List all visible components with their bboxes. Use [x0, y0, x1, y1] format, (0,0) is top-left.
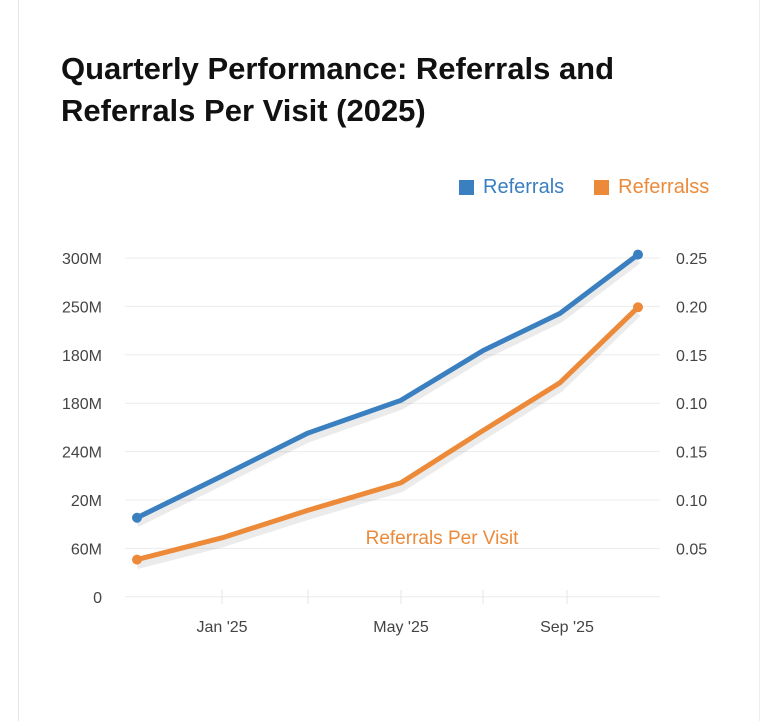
data-point [132, 512, 142, 523]
legend-item-referrals[interactable]: Referrals [459, 176, 564, 199]
right-tick-label: 0.20 [676, 299, 707, 316]
right-tick-label: 0.25 [676, 251, 707, 268]
left-tick-label: 0 [93, 590, 102, 607]
legend-label: Referrals [483, 176, 565, 198]
left-tick-label: 20M [71, 493, 102, 510]
legend-label: Referralss [618, 176, 710, 198]
legend-swatch-orange [594, 180, 610, 195]
right-tick-label: 0.05 [676, 541, 707, 558]
series-shadow [136, 310, 641, 569]
series-shadow [135, 257, 641, 527]
left-tick-label: 250M [62, 299, 102, 316]
legend-item-referralss[interactable]: Referralss [594, 176, 709, 199]
data-point [633, 249, 643, 260]
chart-title: Quarterly Performance: Referrals and Ref… [61, 51, 615, 128]
chart-card: Quarterly Performance: Referrals and Ref… [18, 0, 760, 721]
left-tick-label: 300M [62, 251, 102, 268]
left-tick-label: 60M [71, 541, 102, 558]
data-point [633, 302, 643, 313]
data-point [132, 554, 142, 565]
series-annotation: Referrals Per Visit [366, 528, 519, 549]
legend-swatch-blue [459, 180, 474, 195]
legend: Referrals Referralss [459, 176, 709, 199]
left-tick-label: 240M [62, 445, 102, 462]
series-line-referrals [134, 252, 641, 521]
right-tick-label: 0.15 [676, 348, 707, 365]
right-tick-label: 0.10 [676, 396, 707, 413]
x-tick-label: May '25 [373, 619, 429, 636]
left-tick-label: 180M [62, 348, 102, 365]
left-tick-label: 180M [62, 396, 102, 413]
right-tick-label: 0.10 [676, 493, 707, 510]
x-tick-label: Jan '25 [196, 619, 247, 636]
right-tick-label: 0.15 [676, 445, 707, 462]
x-tick-label: Sep '25 [540, 619, 594, 636]
series-line-referrals-per-visit [134, 304, 641, 563]
